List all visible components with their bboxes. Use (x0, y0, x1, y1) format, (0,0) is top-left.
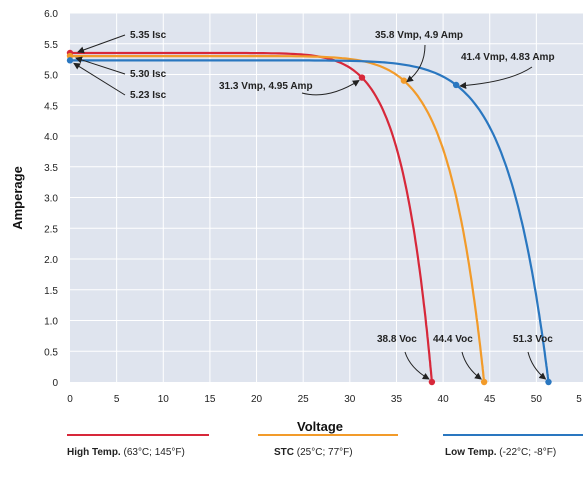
legend-detail-high: (63°C; 145°F) (123, 447, 185, 458)
y-tick-5: 2.5 (44, 224, 58, 235)
voc-label-low: 51.3 Voc (513, 334, 553, 345)
mpp-label-high: 31.3 Vmp, 4.95 Amp (219, 81, 313, 92)
legend-item-high: High Temp. (63°C; 145°F) (67, 447, 185, 458)
y-tick-9: 4.5 (44, 101, 58, 112)
y-tick-2: 1.0 (44, 317, 58, 328)
isc-label-low: 5.23 Isc (130, 90, 167, 101)
voc-label-high: 38.8 Voc (377, 334, 417, 345)
isc-arrow-high (77, 34, 126, 54)
legend-line-high (67, 434, 209, 436)
grid (70, 12, 583, 382)
y-tick-4: 2.0 (44, 255, 58, 266)
x-tick-4: 20 (251, 394, 263, 405)
voc-point-stc (480, 378, 488, 386)
y-tick-0: 0 (52, 378, 58, 389)
legend-item-stc: STC (25°C; 77°F) (274, 447, 353, 458)
mpp-point-high (358, 74, 366, 81)
y-axis-title: Amperage (10, 166, 25, 230)
y-tick-7: 3.5 (44, 163, 58, 174)
voc-point-low (545, 378, 552, 386)
mpp-arrow-stc (406, 44, 426, 83)
x-tick-10: 50 (531, 394, 543, 405)
mpp-arrow-low (459, 66, 533, 89)
y-tick-6: 3.0 (44, 194, 58, 205)
curve-stc (70, 54, 486, 382)
legend-item-low: Low Temp. (-22°C; -8°F) (445, 447, 556, 458)
mpp-label-low: 41.4 Vmp, 4.83 Amp (461, 52, 555, 63)
isc-arrow-stc (75, 56, 126, 75)
legend-line-stc (258, 434, 398, 436)
voc-label-stc: 44.4 Voc (433, 334, 473, 345)
y-tick-12: 6.0 (44, 9, 58, 20)
y-tick-1: 0.5 (44, 347, 58, 358)
x-tick-11: 5 (576, 394, 582, 405)
x-tick-8: 40 (438, 394, 450, 405)
voc-point-high (428, 378, 436, 386)
mpp-point-low (452, 81, 460, 89)
isc-label-stc: 5.30 Isc (130, 69, 167, 80)
mpp-label-stc: 35.8 Vmp, 4.9 Amp (375, 30, 463, 41)
x-tick-9: 45 (484, 394, 496, 405)
tick-labels: 0 5 10 15 20 25 30 35 40 45 50 500.51.01.52.02.53.0… (44, 9, 582, 405)
curve-low (70, 59, 550, 383)
x-tick-0: 0 (67, 394, 73, 405)
voc-arrow-high (404, 351, 430, 380)
x-tick-3: 15 (204, 394, 216, 405)
legend-name-stc: STC (274, 447, 294, 458)
x-tick-6: 30 (344, 394, 356, 405)
y-tick-3: 1.5 (44, 286, 58, 297)
isc-label-high: 5.35 Isc (130, 30, 167, 41)
x-axis-title: Voltage (297, 419, 343, 434)
voc-arrow-low (527, 351, 547, 380)
mpp-arrow-high (301, 80, 360, 96)
x-tick-1: 5 (114, 394, 120, 405)
x-tick-2: 10 (158, 394, 170, 405)
mpp-point-stc (400, 77, 408, 84)
y-tick-11: 5.5 (44, 40, 58, 51)
legend-name-high: High Temp. (67, 447, 121, 458)
legend-line-low (443, 434, 583, 436)
isc-point-low (66, 57, 74, 64)
legend-detail-low: (-22°C; -8°F) (499, 447, 557, 458)
x-tick-5: 25 (298, 394, 310, 405)
curve-high (70, 51, 433, 382)
voc-arrow-stc (461, 351, 482, 380)
y-tick-10: 5.0 (44, 71, 58, 82)
y-tick-8: 4.0 (44, 132, 58, 143)
annotations: 5.35 Isc 5.30 Isc 5.23 Isc 31.3 Vmp, 4.95 A… (73, 30, 555, 380)
legend-detail-stc: (25°C; 77°F) (296, 447, 353, 458)
curves (66, 49, 552, 386)
isc-arrow-low (73, 62, 126, 96)
legend-name-low: Low Temp. (445, 447, 497, 458)
x-tick-7: 35 (391, 394, 403, 405)
